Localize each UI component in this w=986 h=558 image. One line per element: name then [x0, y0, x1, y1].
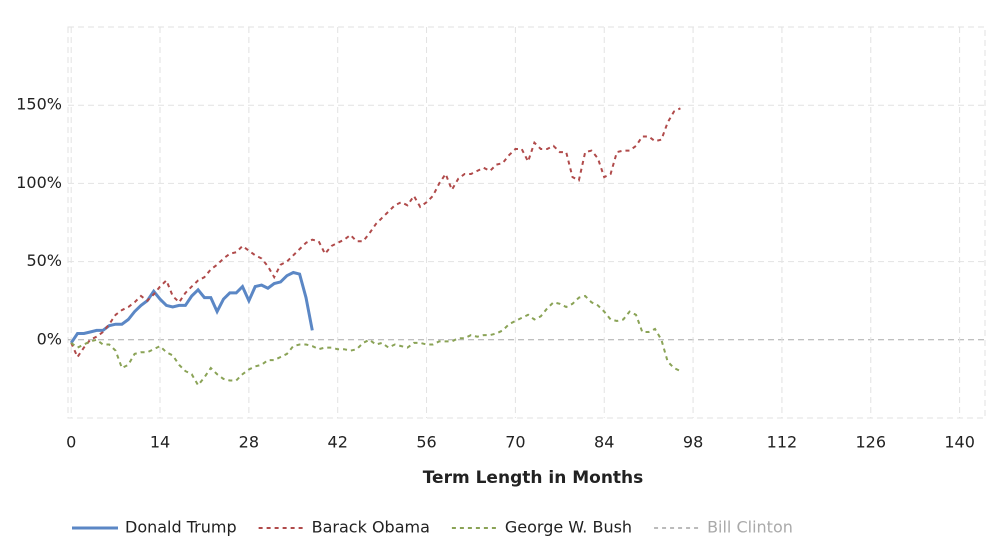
x-tick-label: 56	[416, 433, 436, 452]
x-tick-label: 84	[594, 433, 614, 452]
series-line	[70, 294, 681, 387]
x-tick-label: 42	[328, 433, 348, 452]
x-tick-label: 98	[683, 433, 703, 452]
series-line	[70, 107, 681, 360]
x-tick-label: 126	[855, 433, 886, 452]
x-tick-label: 70	[505, 433, 525, 452]
y-tick-label: 150%	[16, 95, 62, 114]
legend-label[interactable]: Barack Obama	[312, 518, 430, 537]
y-tick-label: 0%	[37, 329, 62, 348]
y-tick-label: 50%	[26, 251, 62, 270]
x-tick-label: 28	[239, 433, 259, 452]
series-line	[69, 270, 314, 344]
legend-label[interactable]: George W. Bush	[505, 518, 632, 537]
x-axis-title: Term Length in Months	[423, 468, 644, 488]
x-tick-label: 112	[767, 433, 798, 452]
legend-label[interactable]: Bill Clinton	[707, 518, 793, 537]
plot-frame	[67, 26, 986, 419]
x-tick-label: 0	[66, 433, 76, 452]
legend-label[interactable]: Donald Trump	[125, 518, 237, 537]
x-tick-label: 14	[150, 433, 170, 452]
y-tick-label: 100%	[16, 173, 62, 192]
x-tick-label: 140	[944, 433, 975, 452]
